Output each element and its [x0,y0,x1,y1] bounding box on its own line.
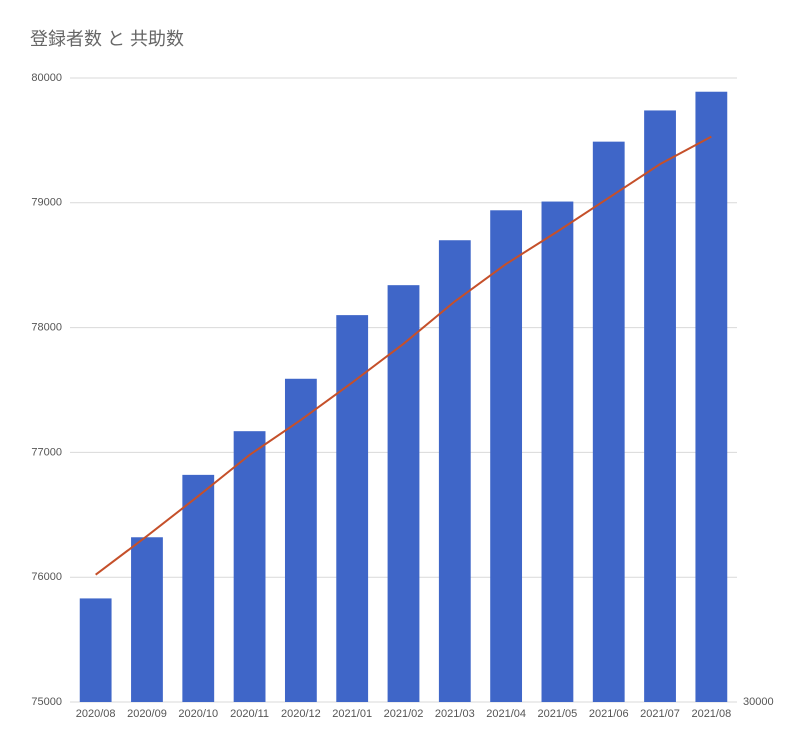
x-tick-label: 2020/12 [281,708,321,720]
bar [233,431,266,702]
x-tick-label: 2020/10 [178,708,218,720]
y-tick-label: 77000 [31,446,62,458]
x-tick-label: 2021/08 [691,708,731,720]
bar [438,240,471,703]
x-tick-label: 2021/05 [538,708,578,720]
y2-tick-label: 30000 [743,696,774,708]
x-tick-label: 2021/02 [384,708,424,720]
bar [336,315,369,702]
x-tick-label: 2021/07 [640,708,680,720]
y-tick-label: 75000 [31,696,62,708]
x-tick-label: 2021/01 [332,708,372,720]
bar [284,378,317,702]
y-tick-label: 79000 [31,197,62,209]
chart-title: 登録者数 と 共助数 [30,29,184,49]
y-tick-label: 78000 [31,322,62,334]
x-tick-label: 2021/03 [435,708,475,720]
y-tick-label: 76000 [31,571,62,583]
bar [182,474,215,702]
x-tick-label: 2020/11 [230,708,269,720]
bar [490,210,523,702]
x-tick-label: 2021/06 [589,708,629,720]
x-tick-label: 2021/04 [486,708,526,720]
bar [592,141,625,702]
bar [387,285,420,702]
line [95,135,712,576]
bar [541,201,574,702]
bar [131,537,163,702]
y-tick-label: 80000 [31,72,62,84]
x-tick-label: 2020/09 [127,708,167,720]
bar [695,91,728,702]
bar [79,598,112,702]
x-tick-label: 2020/08 [76,708,116,720]
bar [644,110,676,702]
